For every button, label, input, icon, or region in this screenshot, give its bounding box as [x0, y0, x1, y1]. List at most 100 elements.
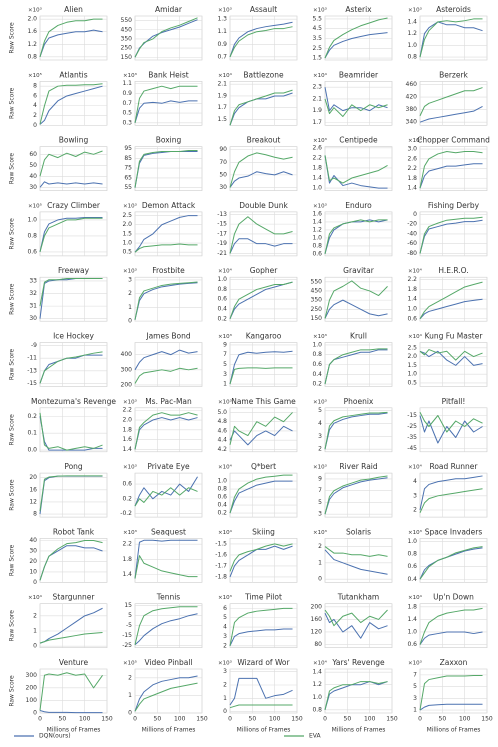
chart-title: Wizard of Wor: [237, 658, 290, 667]
y-tick-label: 1.0: [27, 216, 37, 223]
subplot: 0.51.0 1.5 2.0 2.5 Kung Fu Master×10⁴: [407, 332, 488, 387]
series-line: [419, 703, 483, 711]
offset-label: ×10³: [313, 464, 327, 471]
y-tick-label: 1.5: [312, 55, 322, 62]
y-tick-label: 1.9: [312, 107, 322, 114]
subplot: 0.7 0.9 1.1 1.3 Assault ×10³: [217, 5, 298, 61]
subplot: 8 12 16 20 Pong Raw Score: [9, 462, 108, 518]
y-tick-label: 32: [29, 290, 37, 297]
y-tick-label: 200: [311, 603, 323, 610]
subplot: 200 300 400 James Bond: [121, 332, 203, 388]
y-tick-label: 460: [406, 81, 418, 88]
y-tick-label: 0.5: [122, 249, 132, 256]
offset-label: ×10⁴: [408, 333, 423, 340]
subplot: 0.5 1.0 1.5 2.0 2.5 Demon Attack ×10³: [122, 201, 203, 257]
y-tick-label: 1.4: [407, 296, 417, 303]
y-tick-label: 80: [314, 641, 322, 648]
y-tick-label: 2.2: [122, 407, 132, 414]
offset-label: ×10³: [313, 7, 327, 14]
series-line: [134, 675, 198, 712]
y-tick-label: 0: [413, 211, 417, 218]
series-line: [419, 488, 483, 514]
series-line: [419, 674, 483, 711]
y-tick-label: 200: [121, 381, 133, 388]
y-tick-label: 0.8: [217, 286, 227, 293]
y-tick-label: 3.5: [312, 35, 322, 42]
y-tick-label: 1: [413, 707, 417, 714]
y-tick-label: 30: [29, 315, 37, 322]
offset-label: ×10³: [123, 72, 137, 79]
series-line: [39, 83, 103, 125]
axes-frame: [229, 407, 298, 453]
y-tick-label: 8: [33, 511, 37, 518]
series-line: [419, 281, 483, 320]
series-line: [419, 547, 483, 580]
y-tick-label: 5: [223, 614, 227, 621]
subplot: 150 250 350 450 550 Amidar: [121, 5, 203, 61]
y-tick-label: -45: [407, 445, 417, 452]
axes-frame: [419, 538, 488, 583]
y-tick-label: 1.6: [27, 28, 37, 35]
y-tick-label: -1.5: [215, 540, 227, 547]
y-tick-label: -15: [122, 632, 132, 639]
y-tick-label: 1.8: [122, 426, 132, 433]
series-line: [419, 350, 483, 366]
y-tick-label: 0: [128, 710, 132, 717]
y-tick-label: 0: [33, 710, 37, 717]
y-tick-label: 0.5: [122, 110, 132, 117]
series-line: [134, 85, 198, 123]
chart-title: Q*bert: [251, 462, 276, 471]
offset-label: ×10³: [123, 202, 137, 209]
offset-label: ×10⁴: [218, 72, 233, 79]
y-tick-label: 1.8: [122, 556, 132, 563]
y-tick-label: 1.4: [122, 446, 132, 453]
chart-title: Battlezone: [243, 70, 284, 79]
axes-frame: [39, 407, 108, 453]
x-tick-label: 0: [228, 716, 232, 723]
y-tick-label: 1: [128, 304, 132, 311]
y-tick-label: 0.2: [27, 413, 37, 420]
subplot: 1.0 1.4 1.8 2.2 2.6 Centipede ×10³: [312, 136, 393, 192]
chart-title: Demon Attack: [142, 201, 196, 210]
x-axis-label: Millions of Frames: [332, 727, 386, 734]
axes-frame: [229, 81, 298, 126]
subplot: -25 -15 -5 5 15 Tennis: [122, 593, 203, 649]
y-tick-label: -80: [407, 250, 417, 257]
y-tick-label: 2.2: [407, 276, 417, 283]
series-line: [229, 607, 293, 646]
y-tick-label: 1.4: [312, 669, 322, 676]
series-line: [134, 349, 198, 371]
y-tick-label: 2.0: [122, 221, 132, 228]
y-tick-label: 3: [223, 371, 227, 378]
y-tick-label: -0.2: [120, 510, 132, 517]
subplot: 0.2 0.4 0.6 0.8 1.0 Krull ×10³: [312, 332, 393, 388]
y-tick-label: 0.4: [407, 576, 417, 583]
x-tick-label: 100: [459, 716, 471, 723]
subplot: 30 50 70 90 Breakout: [219, 136, 298, 191]
offset-label: ×10⁴: [28, 594, 43, 601]
y-tick-label: 0.8: [407, 551, 417, 558]
axes-frame: [229, 15, 298, 61]
x-tick-label: 50: [249, 716, 257, 723]
series-line: [324, 681, 388, 710]
x-tick-label: 0: [133, 716, 137, 723]
y-tick-label: 1.0: [312, 185, 322, 192]
y-tick-label: -5: [126, 622, 132, 629]
y-tick-label: 30: [29, 184, 37, 191]
y-tick-label: 0.6: [312, 361, 322, 368]
x-tick-label: 50: [439, 716, 447, 723]
y-tick-label: 350: [311, 297, 323, 304]
y-tick-label: -1.7: [215, 562, 227, 569]
subplot: 0.6 0.8 1.0 Crazy Climber ×10⁵ Raw Score: [9, 201, 108, 257]
offset-label: ×10³: [123, 268, 137, 275]
x-tick-label: 150: [386, 716, 398, 723]
x-tick-label: 150: [481, 716, 493, 723]
offset-label: ×10³: [123, 398, 137, 405]
subplot: 0.60.81.01.21.41.6 Enduro ×10³: [312, 201, 393, 257]
offset-label: ×10³: [218, 398, 232, 405]
y-tick-label: 2.0: [27, 16, 37, 23]
y-tick-label: -11: [27, 355, 37, 362]
y-tick-label: 3: [223, 668, 227, 675]
offset-label: ×10⁴: [313, 72, 328, 79]
